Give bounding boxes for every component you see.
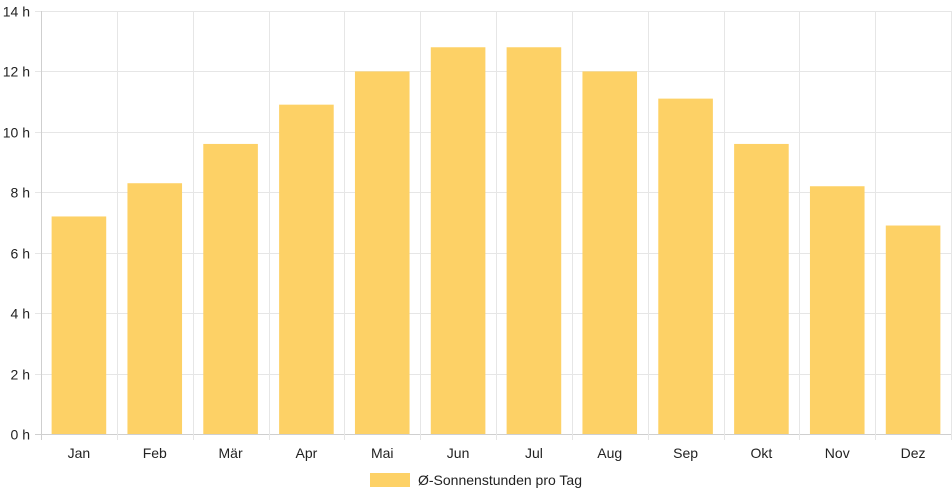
legend[interactable]: Ø-Sonnenstunden pro Tag bbox=[0, 472, 952, 488]
x-tick-label: Apr bbox=[296, 445, 318, 461]
bar-apr[interactable] bbox=[279, 104, 334, 435]
y-tick-label: 2 h bbox=[11, 367, 30, 383]
bar-aug[interactable] bbox=[582, 71, 638, 434]
x-tick-label: Dez bbox=[901, 445, 926, 461]
bar-mai[interactable] bbox=[354, 71, 410, 434]
x-tick-label: Okt bbox=[751, 445, 773, 461]
bar-sep[interactable] bbox=[658, 98, 713, 434]
bar-mär[interactable] bbox=[203, 143, 258, 434]
x-tick-label: Feb bbox=[143, 445, 167, 461]
bar-okt[interactable] bbox=[734, 143, 789, 434]
x-tick-label: Sep bbox=[673, 445, 698, 461]
axes: 0 h 2 h 4 h 6 h 8 h 10 h 12 h 14 h Jan Feb Mär Apr M… bbox=[3, 4, 926, 462]
x-tick-label: Aug bbox=[597, 445, 622, 461]
legend-swatch bbox=[370, 473, 410, 487]
y-tick-label: 6 h bbox=[11, 246, 30, 262]
bar-jun[interactable] bbox=[430, 47, 486, 434]
x-tick-label: Nov bbox=[825, 445, 850, 461]
y-tick-label: 10 h bbox=[3, 125, 30, 141]
y-tick-label: 14 h bbox=[3, 4, 30, 20]
x-tick-label: Mai bbox=[371, 445, 394, 461]
x-tick-label: Jun bbox=[447, 445, 470, 461]
grid bbox=[35, 11, 952, 440]
y-tick-label: 8 h bbox=[11, 185, 30, 201]
bar-feb[interactable] bbox=[127, 183, 183, 434]
x-tick-label: Jan bbox=[68, 445, 91, 461]
y-tick-label: 0 h bbox=[11, 427, 30, 443]
y-tick-label: 12 h bbox=[3, 64, 30, 80]
bars bbox=[51, 47, 941, 435]
bar-jul[interactable] bbox=[506, 47, 562, 434]
bar-jan[interactable] bbox=[51, 216, 107, 434]
bar-dez[interactable] bbox=[885, 225, 941, 434]
y-tick-label: 4 h bbox=[11, 306, 30, 322]
bar-nov[interactable] bbox=[809, 186, 865, 434]
legend-label: Ø-Sonnenstunden pro Tag bbox=[418, 472, 582, 488]
x-tick-label: Jul bbox=[525, 445, 543, 461]
x-tick-label: Mär bbox=[219, 445, 243, 461]
